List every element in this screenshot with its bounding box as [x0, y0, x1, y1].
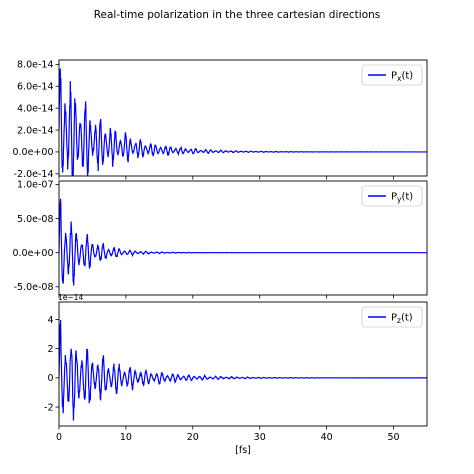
ytick-label-3-3: 2	[47, 344, 53, 355]
panels: -2.0e-14 0.0e+00 2.0e-14 4.0e-14 6.0e-14 8.0e…	[12, 59, 428, 456]
ytick-label-2-4: 1.0e-07	[17, 180, 53, 191]
ytick-label-3-1: -2	[44, 402, 53, 413]
legend-box	[361, 306, 423, 328]
xtick-label-2: 10	[120, 432, 132, 443]
axes-frame-1	[58, 59, 428, 177]
legend-1: Px(t)	[361, 64, 423, 86]
series-line-2-1	[59, 198, 427, 286]
figure-title: Real-time polarization in the three cart…	[94, 9, 381, 21]
x-axis-label: [fs]	[235, 445, 251, 456]
ytick-label-2-2: 0.0e+00	[12, 248, 53, 259]
ytick-label-1-6: 8.0e-14	[17, 60, 53, 71]
legend-box	[361, 64, 423, 86]
legend-label: Py(t)	[391, 192, 413, 205]
xtick-label-1: 0	[56, 432, 62, 443]
ytick-label-1-5: 6.0e-14	[17, 82, 53, 93]
legend-2: Py(t)	[361, 185, 423, 207]
xtick-label-4: 30	[254, 432, 266, 443]
ytick-label-2-3: 5.0e-08	[17, 214, 53, 225]
axes-frame-2	[58, 180, 428, 296]
ytick-label-1-2: 0.0e+00	[12, 147, 53, 158]
ytick-label-3-4: 4	[47, 315, 53, 326]
xtick-label-6: 50	[387, 432, 399, 443]
ytick-label-3-2: 0	[47, 373, 53, 384]
legend-label: Px(t)	[391, 71, 413, 84]
legend-3: Pz(t)	[361, 306, 423, 328]
ytick-label-1-3: 2.0e-14	[17, 125, 53, 136]
ytick-label-1-1: -2.0e-14	[14, 169, 54, 180]
panel-2: -5.0e-08 0.0e+00 5.0e-08 1.0e-07 Py(t)	[12, 180, 428, 299]
axes-frame-3	[58, 301, 428, 427]
offset-text: 1e−14	[58, 293, 83, 302]
xtick-label-5: 40	[321, 432, 333, 443]
ytick-label-1-4: 4.0e-14	[17, 103, 53, 114]
xtick-label-3: 20	[187, 432, 199, 443]
series-line-1-1	[59, 68, 427, 176]
series-line-3-1	[59, 319, 427, 421]
ytick-label-2-1: -5.0e-08	[14, 282, 54, 293]
legend-box	[361, 185, 423, 207]
panel-1: -2.0e-14 0.0e+00 2.0e-14 4.0e-14 6.0e-14 8.0e…	[12, 59, 428, 180]
legend-label: Pz(t)	[391, 313, 413, 326]
